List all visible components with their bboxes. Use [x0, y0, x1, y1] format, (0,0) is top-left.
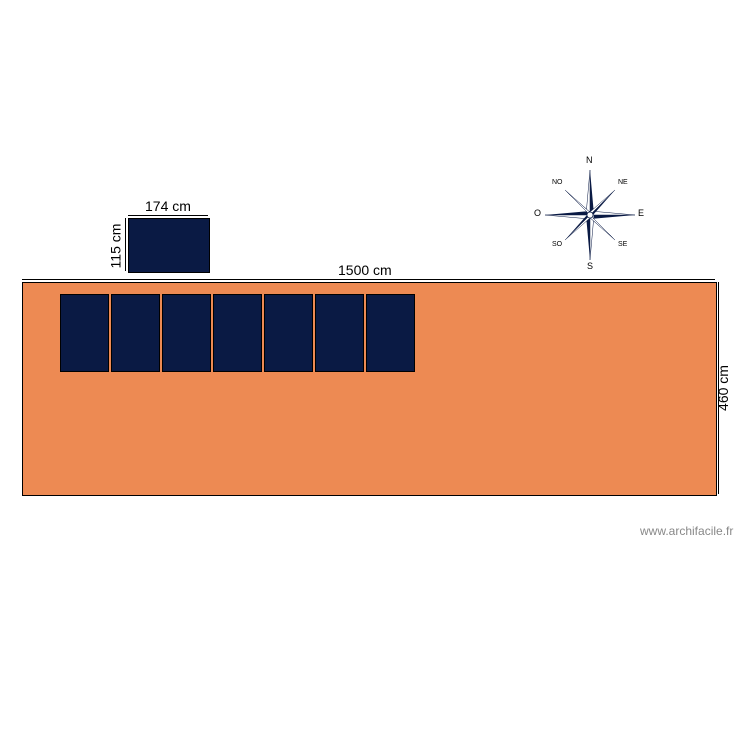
roof-height-dim-line: [718, 282, 719, 494]
roof-width-label: 1500 cm: [338, 262, 392, 278]
compass-sw-label: SO: [552, 241, 562, 248]
sample-panel-width-label: 174 cm: [145, 198, 191, 214]
compass-ne-label: NE: [618, 179, 628, 186]
roof-panel: [366, 294, 415, 372]
roof-panel: [111, 294, 160, 372]
roof-panel: [264, 294, 313, 372]
compass-nw-label: NO: [552, 179, 563, 186]
compass-se-label: SE: [618, 241, 627, 248]
compass-w-label: O: [534, 208, 541, 218]
roof-panel: [162, 294, 211, 372]
compass-s-label: S: [587, 261, 593, 271]
compass-n-label: N: [586, 155, 593, 165]
sample-panel-height-dim-line: [125, 218, 126, 271]
watermark-text: www.archifacile.fr: [640, 524, 733, 538]
compass-e-label: E: [638, 208, 644, 218]
roof-panel: [315, 294, 364, 372]
roof-panel: [60, 294, 109, 372]
sample-panel-width-dim-line: [128, 215, 208, 216]
watermark: www.archifacile.fr: [640, 524, 733, 538]
compass-rose-icon: N E S O NE SE SO NO: [540, 165, 640, 265]
sample-panel-height-label: 115 cm: [107, 224, 123, 269]
roof-panel: [213, 294, 262, 372]
roof-width-dim-line: [22, 279, 715, 280]
sample-panel: [128, 218, 210, 273]
